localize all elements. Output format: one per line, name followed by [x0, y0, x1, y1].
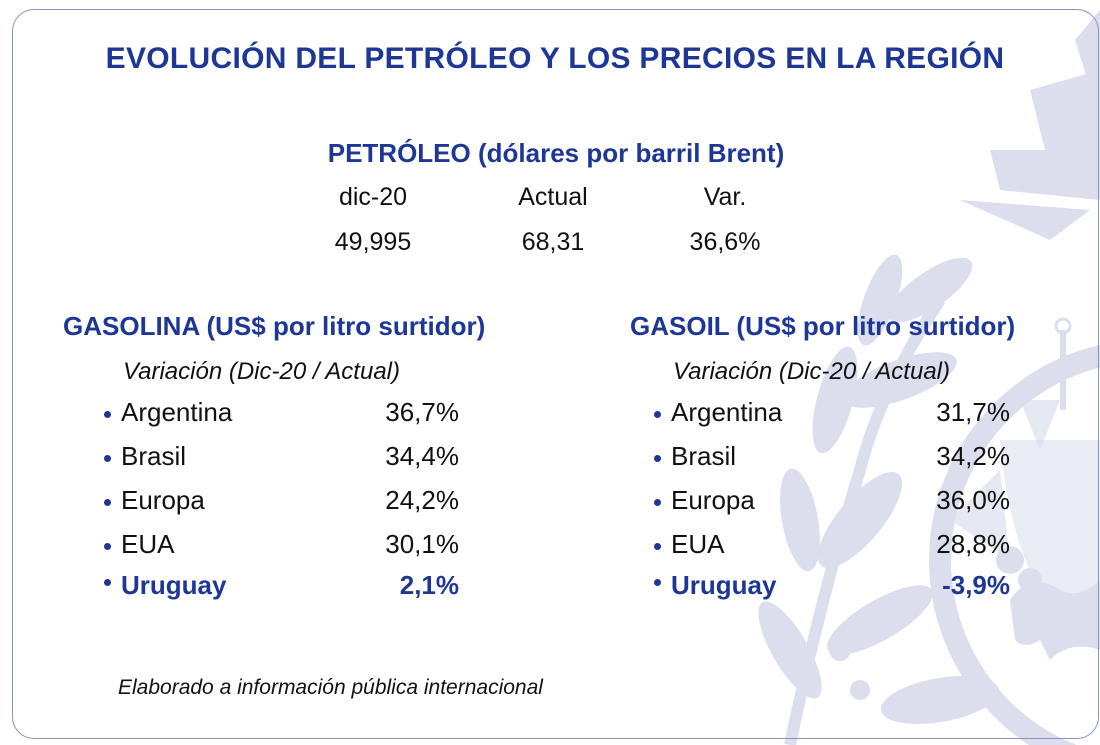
gasolina-row-argentina: Argentina 36,7% [104, 397, 459, 437]
gasolina-row-europa: Europa 24,2% [104, 485, 459, 525]
oil-col-label: Actual [518, 183, 588, 211]
variation-value: 28,8% [936, 529, 1010, 559]
oil-col-label: Var. [703, 183, 747, 211]
oil-heading: PETRÓLEO (dólares por barril Brent) [327, 138, 785, 168]
source-note: Elaborado a información pública internac… [118, 676, 543, 699]
variation-value: 24,2% [385, 485, 459, 515]
country-name: EUA [671, 529, 725, 559]
variation-value: 36,0% [936, 485, 1010, 515]
bullet-icon [104, 455, 111, 462]
oil-col-value: 36,6% [689, 228, 761, 256]
gasolina-heading: GASOLINA (US$ por litro surtidor) [63, 311, 486, 341]
country-name: Brasil [671, 441, 737, 471]
country-name: Argentina [121, 397, 233, 427]
country-name: Uruguay [121, 570, 227, 600]
bullet-icon [104, 411, 111, 418]
country-name: Argentina [671, 397, 783, 427]
oil-col-value: 49,995 [334, 228, 412, 256]
gasoil-row-europa: Europa 36,0% [654, 485, 1010, 525]
country-name: Brasil [121, 441, 187, 471]
variation-value: 2,1% [399, 570, 459, 600]
oil-col-dic20: dic-20 49,995 [293, 183, 453, 257]
gasoil-row-uruguay: Uruguay -3,9% [654, 570, 1010, 610]
country-name: EUA [121, 529, 175, 559]
bullet-icon [654, 411, 661, 418]
gasoil-heading: GASOIL (US$ por litro surtidor) [630, 311, 1016, 341]
gasolina-subheading: Variación (Dic-20 / Actual) [123, 358, 400, 385]
bullet-icon [654, 579, 661, 586]
country-name: Europa [121, 485, 205, 515]
gasolina-row-uruguay: Uruguay 2,1% [104, 570, 459, 610]
variation-value: 31,7% [936, 397, 1010, 427]
bullet-icon [104, 543, 111, 550]
gasoil-row-eua: EUA 28,8% [654, 529, 1010, 569]
gasolina-row-eua: EUA 30,1% [104, 529, 459, 569]
country-name: Europa [671, 485, 755, 515]
bullet-icon [654, 543, 661, 550]
oil-col-actual: Actual 68,31 [473, 183, 633, 257]
gasoil-row-brasil: Brasil 34,2% [654, 441, 1010, 481]
variation-value: 30,1% [385, 529, 459, 559]
oil-col-label: dic-20 [338, 183, 408, 211]
info-card [12, 9, 1099, 739]
variation-value: 36,7% [385, 397, 459, 427]
bullet-icon [104, 499, 111, 506]
variation-value: 34,2% [936, 441, 1010, 471]
oil-col-value: 68,31 [521, 228, 585, 256]
gasoil-row-argentina: Argentina 31,7% [654, 397, 1010, 437]
page-title: EVOLUCIÓN DEL PETRÓLEO Y LOS PRECIOS EN … [105, 42, 1005, 75]
bullet-icon [104, 579, 111, 586]
variation-value: -3,9% [942, 570, 1010, 600]
gasolina-row-brasil: Brasil 34,4% [104, 441, 459, 481]
oil-col-var: Var. 36,6% [645, 183, 805, 257]
gasoil-subheading: Variación (Dic-20 / Actual) [673, 358, 950, 385]
bullet-icon [654, 455, 661, 462]
country-name: Uruguay [671, 570, 777, 600]
variation-value: 34,4% [385, 441, 459, 471]
bullet-icon [654, 499, 661, 506]
